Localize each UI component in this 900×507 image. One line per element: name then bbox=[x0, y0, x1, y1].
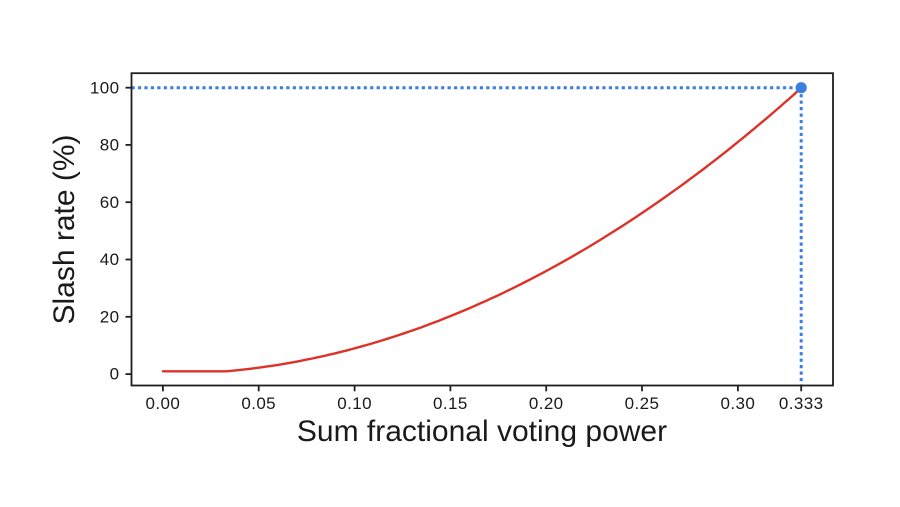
svg-text:0.20: 0.20 bbox=[529, 394, 564, 413]
svg-text:100: 100 bbox=[90, 78, 120, 97]
svg-text:0.30: 0.30 bbox=[721, 394, 756, 413]
svg-text:60: 60 bbox=[100, 193, 120, 212]
svg-text:0: 0 bbox=[110, 365, 120, 384]
svg-text:0.15: 0.15 bbox=[433, 394, 468, 413]
svg-text:80: 80 bbox=[100, 136, 120, 155]
svg-text:40: 40 bbox=[100, 250, 120, 269]
svg-text:0.05: 0.05 bbox=[241, 394, 276, 413]
svg-text:0.333: 0.333 bbox=[779, 394, 824, 413]
svg-text:20: 20 bbox=[100, 307, 120, 326]
svg-text:0.10: 0.10 bbox=[337, 394, 372, 413]
svg-text:0.25: 0.25 bbox=[625, 394, 660, 413]
svg-text:Sum fractional voting power: Sum fractional voting power bbox=[297, 415, 667, 448]
svg-text:Slash rate (%): Slash rate (%) bbox=[48, 134, 81, 324]
svg-text:0.00: 0.00 bbox=[146, 394, 181, 413]
